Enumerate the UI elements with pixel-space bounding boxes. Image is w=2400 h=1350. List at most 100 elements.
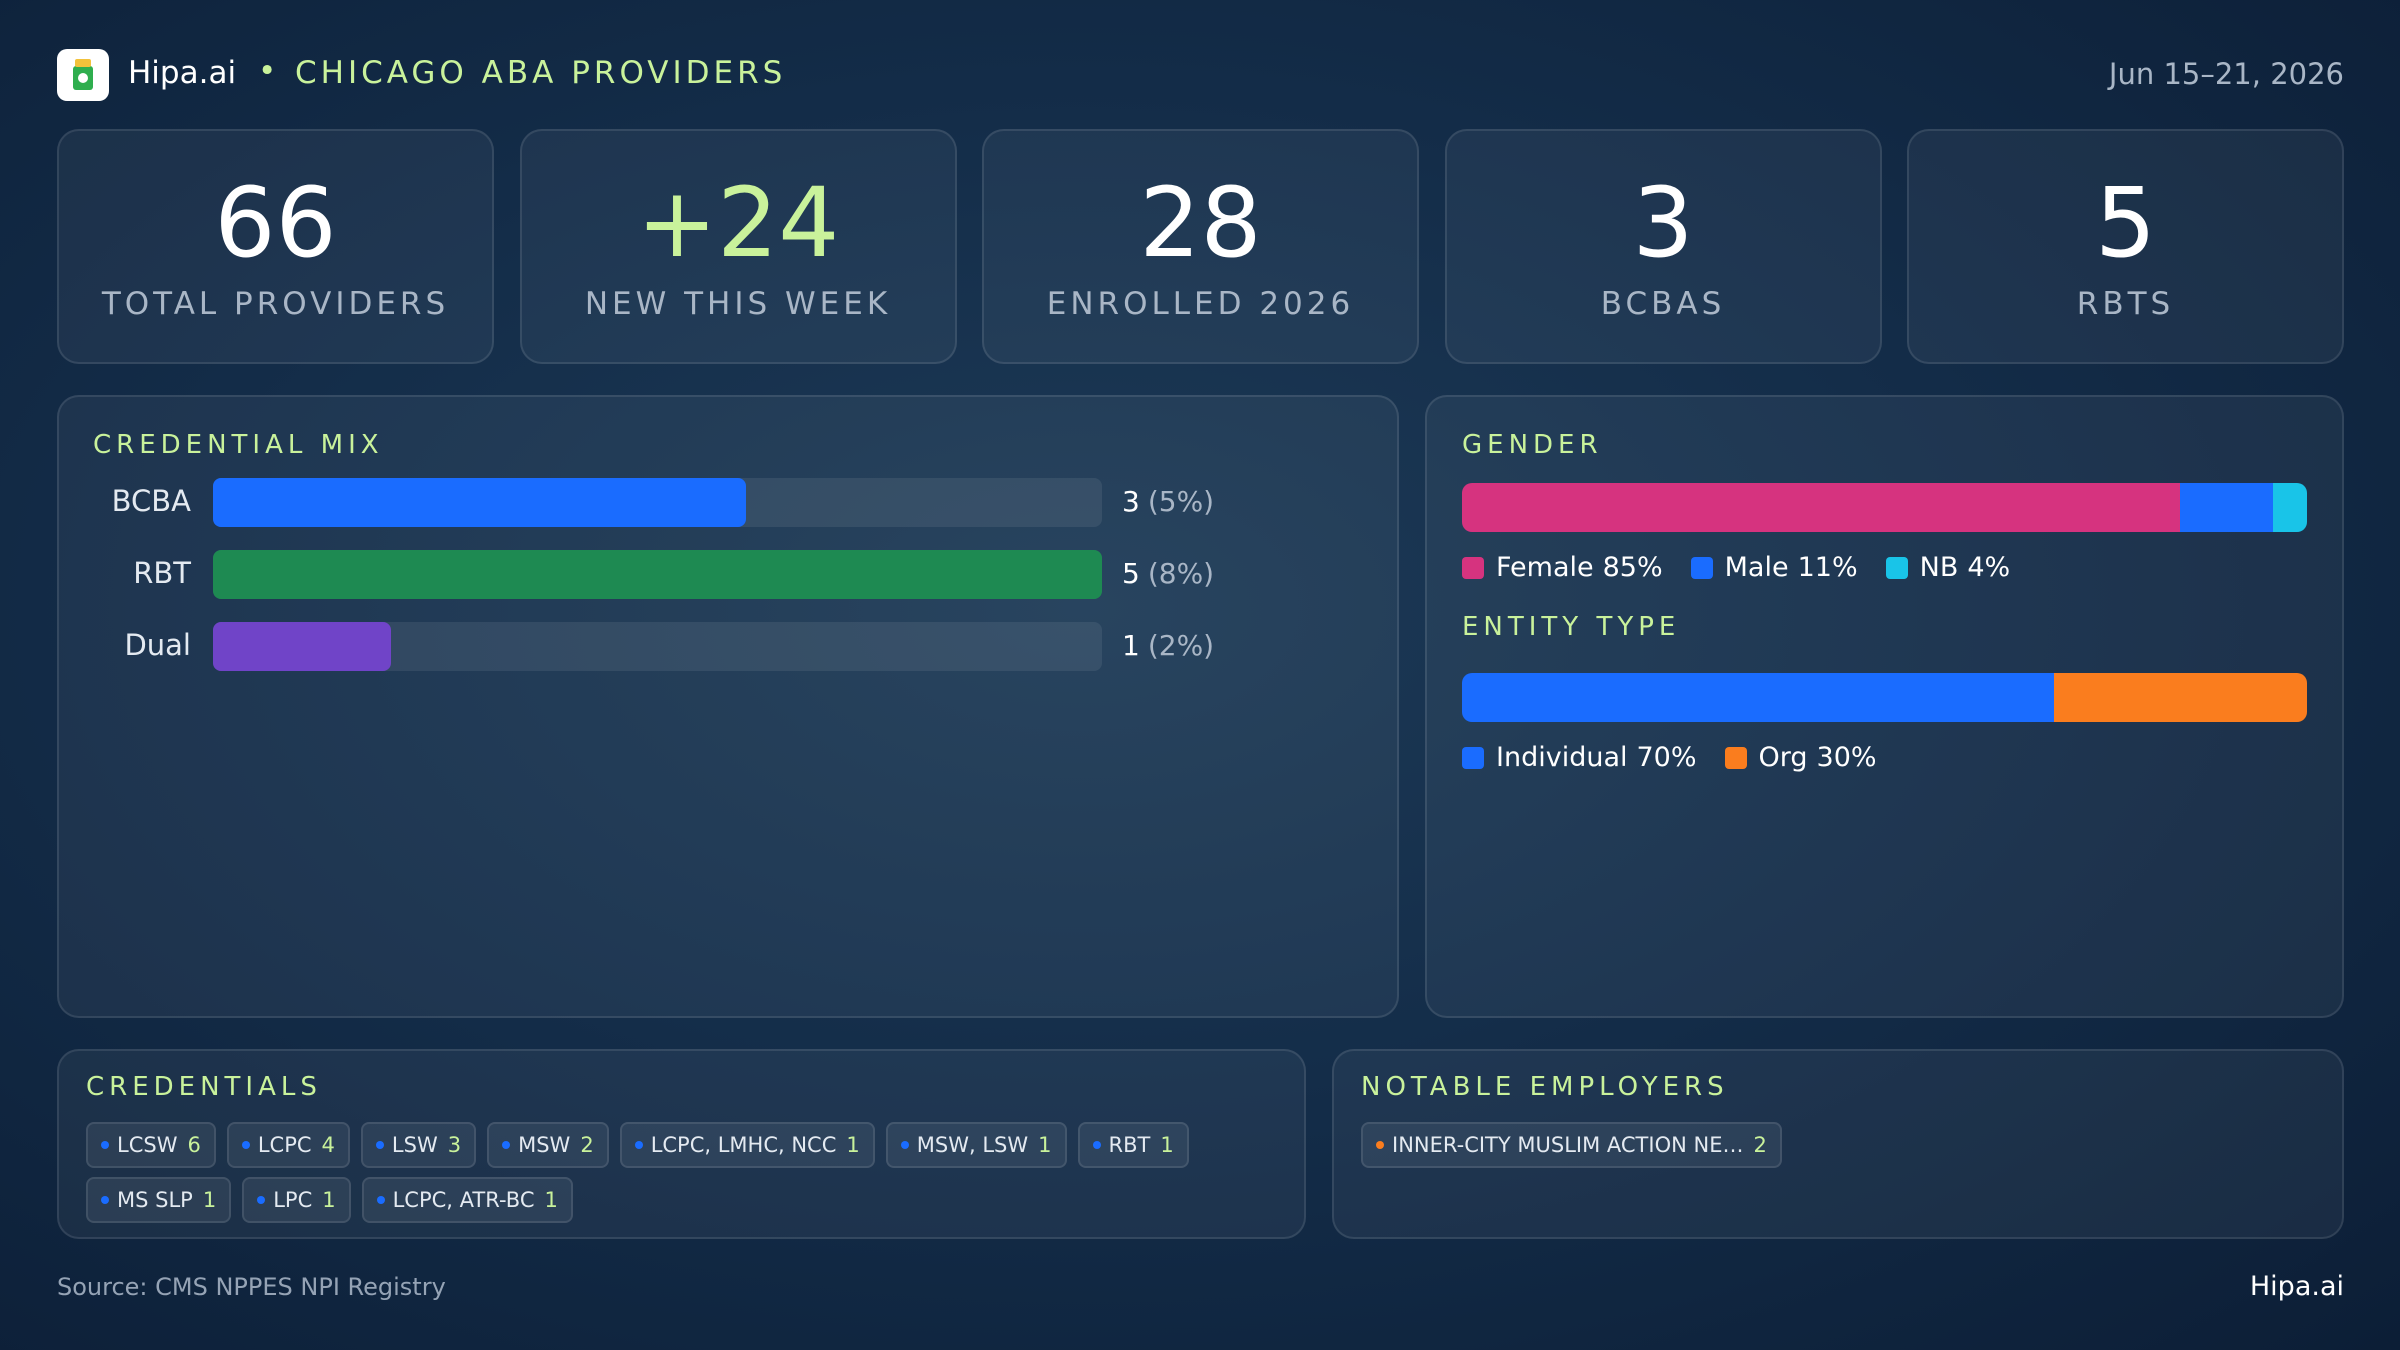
bar — [213, 550, 1102, 599]
chip-name: LCSW — [117, 1133, 178, 1157]
chip: LPC 1 — [242, 1177, 351, 1223]
legend-value: 4% — [1967, 552, 2011, 583]
stat-value: +24 — [636, 167, 840, 279]
chip-count: 1 — [544, 1188, 558, 1212]
bar — [213, 478, 747, 527]
segment — [2273, 483, 2307, 532]
stat-card: 3 BCBAS — [1444, 129, 1882, 364]
credentials-panel: CREDENTIALS LCSW 6 LCPC 4 LSW 3 MSW 2 LCPC, LMHC… — [57, 1049, 1306, 1239]
share: (8%) — [1147, 557, 1215, 590]
chip-name: LPC — [273, 1188, 313, 1212]
legend-value: 30% — [1816, 742, 1877, 773]
chip-dot — [1092, 1141, 1101, 1149]
footer-brand: Hipa.ai — [2249, 1271, 2344, 1302]
legend-name: Male — [1724, 552, 1789, 583]
section-title: GENDER — [1462, 430, 1603, 460]
category-label: Dual — [124, 628, 191, 662]
share: (5%) — [1147, 485, 1215, 518]
chip: LCPC 4 — [226, 1122, 350, 1168]
chip-dot — [1376, 1141, 1384, 1149]
value-label: 5 (8%) — [1122, 557, 1214, 590]
swatch — [1690, 557, 1713, 579]
date-range: Jun 15–21, 2026 — [2108, 57, 2344, 91]
chip-count: 4 — [321, 1133, 335, 1157]
section-title: ENTITY TYPE — [1462, 612, 1681, 642]
chip-name: LSW — [391, 1133, 438, 1157]
employers-panel: NOTABLE EMPLOYERS INNER-CITY MUSLIM ACTI… — [1332, 1049, 2344, 1239]
chip-dot — [101, 1196, 109, 1204]
swatch — [1885, 557, 1908, 579]
chip-count: 2 — [1753, 1133, 1767, 1157]
bar — [213, 622, 391, 671]
legend: Female 85% Male 11% NB 4% — [1462, 552, 2010, 583]
chip-name: INNER-CITY MUSLIM ACTION NE… — [1392, 1133, 1744, 1157]
logo-icon — [73, 59, 93, 90]
segment — [2180, 483, 2274, 532]
swatch — [1462, 747, 1484, 769]
brand: Hipa.ai — [128, 55, 237, 91]
bar-track — [213, 622, 1102, 671]
stacked-track — [1462, 673, 2307, 722]
stat-value: 3 — [1632, 167, 1694, 279]
category-label: RBT — [133, 556, 191, 590]
chip-name: LCPC, ATR-BC — [392, 1188, 535, 1212]
stacked-track — [1462, 483, 2307, 532]
segment — [1462, 483, 2181, 532]
chip-dot — [101, 1141, 109, 1149]
stat-card: 66 TOTAL PROVIDERS — [57, 129, 494, 364]
legend-item: Male 11% — [1690, 552, 1858, 583]
stat-value: 66 — [214, 167, 337, 279]
bar-track — [213, 478, 1102, 527]
swatch — [1462, 557, 1484, 579]
section-title: CREDENTIAL MIX — [93, 430, 384, 460]
chip: MSW, LSW 1 — [885, 1122, 1067, 1168]
stat-card: +24 NEW THIS WEEK — [519, 129, 957, 364]
chip: MS SLP 1 — [86, 1177, 232, 1223]
stat-value: 5 — [2094, 167, 2157, 279]
chip-name: RBT — [1108, 1133, 1151, 1157]
chip-name: MSW — [518, 1133, 571, 1157]
legend: Individual 70% Org 30% — [1462, 742, 1877, 773]
chip-count: 3 — [447, 1133, 462, 1157]
chip-name: LCPC — [257, 1133, 312, 1157]
employer-chips: INNER-CITY MUSLIM ACTION NE… 2 — [1361, 1122, 2311, 1168]
legend-item: Individual 70% — [1462, 742, 1697, 773]
chip: LCPC, ATR-BC 1 — [361, 1177, 573, 1223]
legend-value: 85% — [1602, 552, 1663, 583]
chip-dot — [375, 1141, 384, 1149]
swatch — [1724, 747, 1747, 769]
legend-item: Org 30% — [1724, 742, 1877, 773]
chip-count: 1 — [1038, 1133, 1052, 1157]
value: 5 — [1122, 557, 1140, 590]
chip-dot — [376, 1196, 385, 1204]
segment — [1462, 673, 2054, 722]
section-title: NOTABLE EMPLOYERS — [1361, 1072, 1729, 1102]
stat-card: 28 ENROLLED 2026 — [982, 129, 1419, 364]
legend-name: Female — [1496, 552, 1594, 583]
value-label: 1 (2%) — [1122, 629, 1214, 662]
stat-label: RBTS — [2076, 286, 2175, 322]
credential-mix-panel: CREDENTIAL MIX BCBA 3 (5%) RBT 5 (8%) Dual 1 (2%… — [57, 395, 1399, 1018]
chip-name: MS SLP — [117, 1188, 193, 1212]
stat-card: 5 RBTS — [1907, 129, 2344, 364]
chip: MSW 2 — [487, 1122, 609, 1168]
category-label: BCBA — [111, 484, 191, 518]
chip-dot — [634, 1141, 643, 1149]
stat-label: TOTAL PROVIDERS — [101, 286, 450, 322]
section-title: CREDENTIALS — [86, 1072, 322, 1102]
chip-dot — [257, 1196, 266, 1204]
legend-name: Org — [1758, 742, 1808, 773]
chip-name: LCPC, LMHC, NCC — [650, 1133, 837, 1157]
page-title: CHICAGO ABA PROVIDERS — [295, 55, 787, 91]
logo — [57, 49, 109, 101]
value: 3 — [1122, 485, 1140, 518]
bullet: • — [258, 53, 277, 89]
chip: LCPC, LMHC, NCC 1 — [619, 1122, 875, 1168]
chip-count: 1 — [846, 1133, 860, 1157]
legend-item: NB 4% — [1885, 552, 2011, 583]
chip-name: MSW, LSW — [916, 1133, 1029, 1157]
chip-dot — [241, 1141, 250, 1149]
gender-entity-panel: GENDER ENTITY TYPE Female 85% Male 11% NB 4% I… — [1425, 395, 2344, 1018]
chip-count: 2 — [580, 1133, 594, 1157]
value-label: 3 (5%) — [1122, 485, 1214, 518]
